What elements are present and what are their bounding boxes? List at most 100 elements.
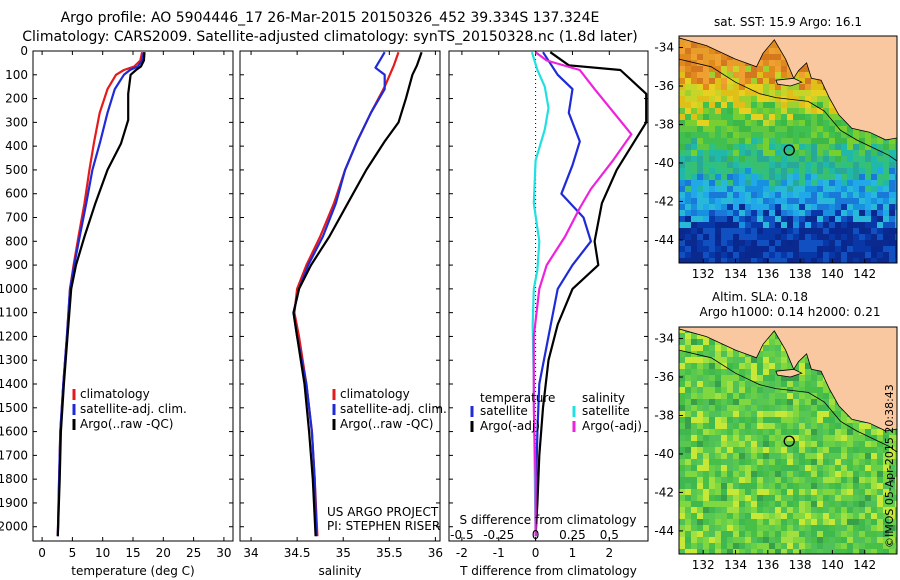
map-cell [871, 423, 877, 429]
map-cell [679, 333, 685, 339]
map-cell [847, 138, 853, 144]
map-cell [715, 210, 721, 216]
map-cell [775, 429, 781, 435]
map-cell [685, 375, 691, 381]
map-cell [751, 381, 757, 387]
map-cell [787, 423, 793, 429]
map-cell [769, 66, 775, 72]
map-cell [823, 216, 829, 222]
map-cell [685, 96, 691, 102]
map-cell [787, 132, 793, 138]
map-cell [865, 429, 871, 435]
map-cell [811, 216, 817, 222]
map-cell [865, 180, 871, 186]
map-cell [757, 102, 763, 108]
map-cell [691, 132, 697, 138]
map-cell [793, 126, 799, 132]
map-cell [691, 216, 697, 222]
map-cell [787, 90, 793, 96]
map-y-tick-label: -40 [654, 156, 674, 170]
map-cell [781, 72, 787, 78]
map-cells [679, 36, 897, 263]
map-cell [787, 246, 793, 252]
map-cell [805, 459, 811, 465]
map-cell [859, 441, 865, 447]
map-cell [733, 435, 739, 441]
map-cell [787, 102, 793, 108]
map-cell [847, 549, 853, 554]
map-cell [847, 144, 853, 150]
map-cell [763, 252, 769, 258]
map-cell [805, 204, 811, 210]
map-cell [835, 192, 841, 198]
map-cell [889, 144, 895, 150]
map-cell [841, 258, 847, 263]
map-cell [727, 60, 733, 66]
map-cell [805, 423, 811, 429]
map-cell [751, 246, 757, 252]
map-cell [853, 543, 859, 549]
map-cell [805, 156, 811, 162]
map-cell [763, 477, 769, 483]
map-cell [865, 162, 871, 168]
map-cell [865, 495, 871, 501]
map-cell [709, 507, 715, 513]
map-cell [763, 495, 769, 501]
y-tick-label: 600 [5, 187, 28, 201]
map-cell [751, 222, 757, 228]
map-cell [739, 246, 745, 252]
map-cell [877, 228, 883, 234]
map-cell [697, 162, 703, 168]
map-cell [763, 48, 769, 54]
map-cell [691, 192, 697, 198]
map-cell [883, 537, 889, 543]
map-cell [721, 180, 727, 186]
map-cell [763, 180, 769, 186]
map-cell [697, 192, 703, 198]
map-cell [709, 453, 715, 459]
map-cell [871, 489, 877, 495]
map-cell [769, 240, 775, 246]
map-cell [847, 150, 853, 156]
map-x-tick-label: 140 [821, 267, 844, 281]
map-cell [883, 471, 889, 477]
map-cell [715, 78, 721, 84]
map-cell [727, 84, 733, 90]
map-cell [691, 210, 697, 216]
map-cell [853, 519, 859, 525]
map-cell [763, 417, 769, 423]
map-cell [697, 465, 703, 471]
map-cell [799, 108, 805, 114]
map-cell [763, 441, 769, 447]
map-cell [751, 465, 757, 471]
map-cell [775, 144, 781, 150]
map-cell [769, 495, 775, 501]
map-cell [805, 429, 811, 435]
map-cell [727, 54, 733, 60]
map-cell [769, 543, 775, 549]
y-tick-label: 800 [5, 234, 28, 248]
map-cell [727, 174, 733, 180]
map-cell [727, 258, 733, 263]
map-cell [889, 507, 895, 513]
map-cell [895, 198, 897, 204]
map-sla-map [678, 326, 898, 555]
map-cell [793, 102, 799, 108]
map-cell [721, 186, 727, 192]
map-cell [697, 144, 703, 150]
map-cell [769, 258, 775, 263]
map-cell [793, 411, 799, 417]
map-cell [763, 387, 769, 393]
map-cell [895, 234, 897, 240]
map-cell [739, 525, 745, 531]
map-cell [709, 126, 715, 132]
map-cell [835, 246, 841, 252]
map-cell [781, 204, 787, 210]
map-cell [805, 417, 811, 423]
map-cell [853, 132, 859, 138]
map-cell [823, 156, 829, 162]
map-cell [679, 369, 685, 375]
map-cell [793, 393, 799, 399]
map-cell [775, 246, 781, 252]
map-cell [757, 132, 763, 138]
